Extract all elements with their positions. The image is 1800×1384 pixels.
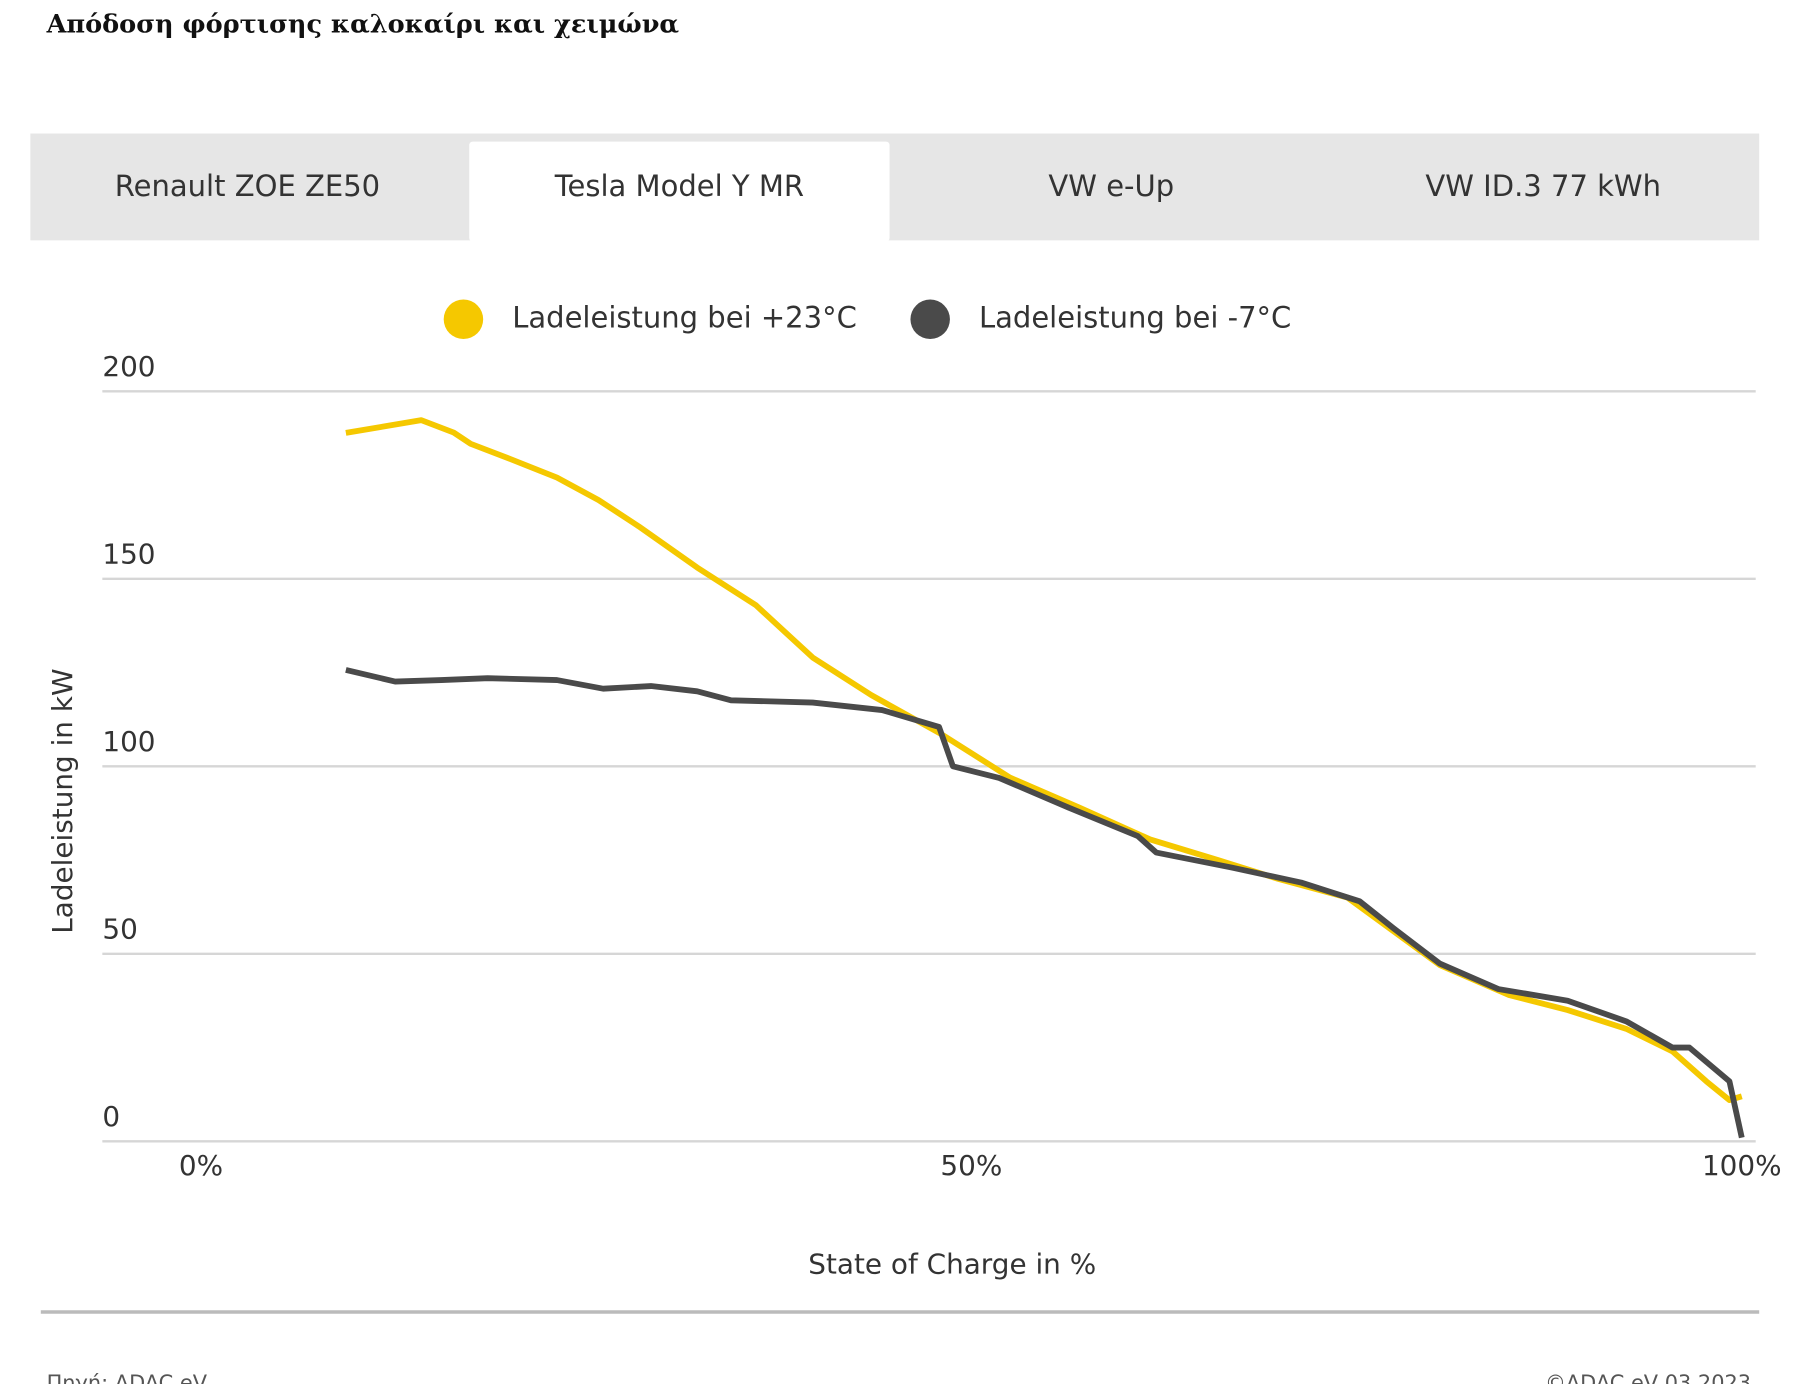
legend-label: Ladeleistung bei +23°C	[512, 300, 857, 334]
x-tick-label: 100%	[1702, 1149, 1782, 1182]
source: Πηγή: ADAC eV	[47, 1371, 208, 1384]
series-line	[345, 667, 1745, 1139]
y-tick-label: 150	[102, 538, 155, 571]
legend-label: Ladeleistung bei -7°C	[979, 300, 1291, 334]
series-line	[345, 417, 1743, 1103]
y-tick-label: 100	[102, 725, 155, 758]
x-tick-label: 0%	[179, 1149, 223, 1182]
legend-marker	[910, 299, 950, 340]
active-tab[interactable]	[469, 141, 890, 242]
tab-label[interactable]: Renault ZOE ZE50	[115, 169, 380, 203]
tab-label[interactable]: VW e-Up	[1048, 169, 1174, 203]
legend-marker	[443, 299, 484, 340]
tab-bar	[30, 133, 1760, 241]
tab-label[interactable]: VW ID.3 77 kWh	[1425, 169, 1661, 203]
copyright: ©ADAC eV 03.2023	[1545, 1371, 1751, 1384]
y-tick-label: 50	[102, 913, 137, 946]
y-axis-label: Ladeleistung in kW	[46, 669, 79, 934]
y-tick-label: 200	[102, 350, 155, 383]
x-tick-label: 50%	[940, 1149, 1002, 1182]
x-axis-label: State of Charge in %	[808, 1248, 1096, 1281]
y-tick-label: 0	[102, 1100, 120, 1133]
page-title: Απόδοση φόρτισης καλοκαίρι και χειμώνα	[46, 10, 680, 40]
tab-label[interactable]: Tesla Model Y MR	[554, 169, 804, 203]
